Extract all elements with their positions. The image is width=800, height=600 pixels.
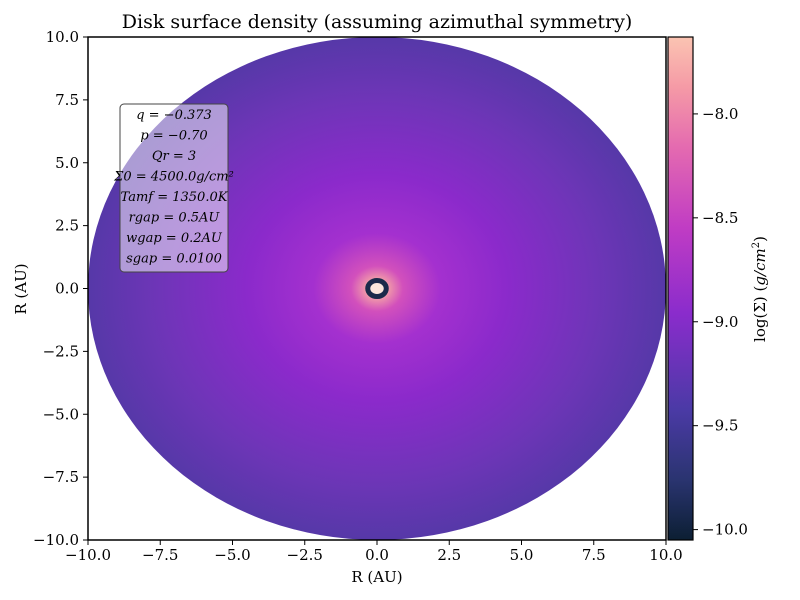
x-tick-label: 10.0 bbox=[649, 546, 682, 564]
inner-gap-ring bbox=[365, 277, 389, 300]
x-tick-label: −2.5 bbox=[287, 546, 323, 564]
y-axis: 10.0 7.5 5.0 2.5 0.0 −2.5 −5.0 −7.5 −10.0 bbox=[33, 28, 88, 549]
x-tick-label: −7.5 bbox=[142, 546, 178, 564]
parameter-line: p = −0.70 bbox=[140, 129, 207, 144]
chart-title: Disk surface density (assuming azimuthal… bbox=[122, 11, 632, 33]
x-tick-label: 7.5 bbox=[582, 546, 606, 564]
parameter-line: wgap = 0.2AU bbox=[126, 231, 223, 246]
y-tick-label: 5.0 bbox=[55, 154, 79, 172]
colorbar-scale bbox=[667, 36, 694, 541]
x-tick-label: −10.0 bbox=[65, 546, 111, 564]
y-tick-label: 7.5 bbox=[55, 91, 79, 109]
x-axis: −10.0 −7.5 −5.0 −2.5 0.0 2.5 5.0 7.5 10.0 bbox=[65, 540, 683, 564]
parameter-box: q = −0.373 p = −0.70 Qr = 3 Σ0 = 4500.0g/cm… bbox=[113, 103, 234, 273]
parameter-line: Σ0 = 4500.0g/cm² bbox=[113, 170, 234, 185]
y-tick-label: 2.5 bbox=[55, 217, 79, 235]
colorbar-label: log(Σ) (g/cm2) bbox=[751, 236, 769, 342]
x-axis-label: R (AU) bbox=[351, 568, 402, 586]
parameter-line: Tamf = 1350.0K bbox=[121, 190, 229, 205]
x-tick-label: 2.5 bbox=[437, 546, 461, 564]
colorbar-tick-label: −9.5 bbox=[702, 417, 738, 435]
colorbar-tick-label: −9.0 bbox=[702, 313, 738, 331]
y-tick-label: −10.0 bbox=[33, 531, 79, 549]
y-tick-label: −2.5 bbox=[43, 342, 79, 360]
x-tick-label: 5.0 bbox=[510, 546, 534, 564]
x-tick-label: 0.0 bbox=[365, 546, 389, 564]
colorbar-tick-label: −10.0 bbox=[702, 521, 748, 539]
parameter-line: q = −0.373 bbox=[136, 108, 212, 123]
y-axis-label: R (AU) bbox=[12, 263, 30, 314]
y-tick-label: −7.5 bbox=[43, 468, 79, 486]
parameter-line: sgap = 0.0100 bbox=[126, 252, 222, 267]
colorbar-tick-label: −8.0 bbox=[702, 105, 738, 123]
parameter-line: Qr = 3 bbox=[152, 149, 196, 164]
y-tick-label: −5.0 bbox=[43, 405, 79, 423]
y-tick-label: 0.0 bbox=[55, 280, 79, 298]
parameter-line: rgap = 0.5AU bbox=[129, 211, 221, 226]
x-tick-label: −5.0 bbox=[214, 546, 250, 564]
colorbar-tick-label: −8.5 bbox=[702, 209, 738, 227]
colorbar: −8.0 −8.5 −9.0 −9.5 −10.0 log(Σ) (g/cm2) bbox=[667, 36, 769, 541]
y-tick-label: 10.0 bbox=[46, 28, 79, 46]
